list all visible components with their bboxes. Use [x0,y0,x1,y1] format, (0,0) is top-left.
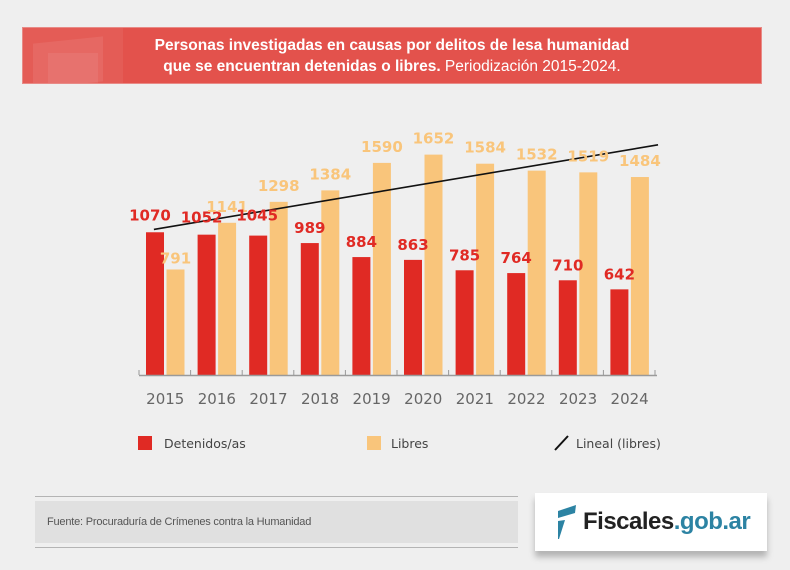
bar-detenidos-2023 [558,280,577,375]
legend-swatch-detenidos [138,436,152,450]
x-tick-label-2017: 2017 [249,390,287,408]
banner-decoration [48,53,98,83]
bar-libres-2021 [476,163,495,375]
legend-label-libres: Libres [391,436,428,451]
chart-title-line2: que se encuentran detenidas o libres. [163,58,441,75]
title-banner: Personas investigadas en causas por deli… [22,27,762,84]
trendline [153,144,659,231]
data-label-libres-2022: 1532 [516,146,558,164]
chart-subtitle: Periodización 2015-2024. [440,58,621,75]
chart-title-line1: Personas investigadas en causas por deli… [154,37,630,54]
bar-detenidos-2020 [404,259,422,375]
bar-libres-2019 [372,162,391,375]
data-label-detenidos-2020: 863 [397,236,428,254]
bar-detenidos-2016 [197,234,216,375]
bar-libres-2023 [579,172,598,375]
data-label-detenidos-2017: 1045 [236,207,278,225]
x-tick-label-2020: 2020 [404,390,442,408]
x-tick-label-2019: 2019 [353,390,391,408]
data-label-detenidos-2018: 989 [294,219,325,237]
data-label-detenidos-2019: 884 [346,233,377,251]
data-label-detenidos-2016: 1052 [181,209,223,227]
bar-libres-2020 [424,154,443,375]
bar-detenidos-2019 [352,257,371,375]
data-label-libres-2023: 1519 [567,147,609,165]
x-tick-label-2023: 2023 [559,390,597,408]
legend: Detenidos/as Libres Lineal (libres) [138,435,661,451]
data-label-libres-2018: 1384 [309,165,351,183]
source-box: Fuente: Procuraduría de Crímenes contra … [35,496,518,548]
bars-group [146,154,649,375]
bar-libres-2016 [218,222,237,375]
data-label-libres-2016: 1141 [206,198,248,216]
x-tick-label-2021: 2021 [456,390,494,408]
data-label-detenidos-2015: 1070 [129,206,171,224]
x-tick-label-2022: 2022 [507,390,545,408]
logo-text-suffix: .gob.ar [673,508,751,535]
data-label-libres-2021: 1584 [464,139,506,157]
x-tick-label-2018: 2018 [301,390,339,408]
logo-text-main: Fiscales [583,508,674,535]
bar-libres-2024 [630,177,649,375]
fiscales-logo: Fiscales.gob.ar [535,493,767,551]
bar-detenidos-2015 [146,232,164,375]
x-tick-label-2015: 2015 [146,390,184,408]
data-label-libres-2020: 1652 [413,130,455,148]
bar-detenidos-2017 [249,235,268,375]
legend-trendline-icon [554,435,569,451]
tick-labels-group: 2015 2016 2017 2018 2019 2020 2021 2022 2023 2024 [146,390,649,408]
bar-detenidos-2021 [455,270,474,375]
data-label-libres-2015: 791 [160,249,191,267]
data-label-detenidos-2022: 764 [501,249,532,267]
x-tick-label-2016: 2016 [198,390,236,408]
data-label-libres-2019: 1590 [361,138,403,156]
trendline-group [153,144,659,231]
x-tick-label-2024: 2024 [611,390,649,408]
bar-detenidos-2018 [300,243,319,375]
data-label-detenidos-2023: 710 [552,256,583,274]
source-text: Fuente: Procuraduría de Crímenes contra … [35,501,518,543]
chart-title: Personas investigadas en causas por deli… [123,35,661,77]
legend-label-trendline: Lineal (libres) [576,436,661,451]
bar-libres-2017 [269,201,288,375]
data-label-detenidos-2024: 642 [604,265,635,283]
legend-label-detenidos: Detenidos/as [164,436,246,451]
data-label-detenidos-2021: 785 [449,246,480,264]
banner-decoration [23,28,123,83]
fiscales-logo-icon [558,505,576,539]
bar-detenidos-2024 [610,289,629,375]
data-label-libres-2024: 1484 [619,152,661,170]
bar-detenidos-2022 [507,273,526,375]
x-axis [138,370,657,377]
bar-libres-2022 [527,170,546,375]
legend-swatch-libres [367,436,381,450]
bar-libres-2018 [321,190,340,375]
data-label-libres-2017: 1298 [258,177,300,195]
bar-libres-2015 [166,269,185,375]
